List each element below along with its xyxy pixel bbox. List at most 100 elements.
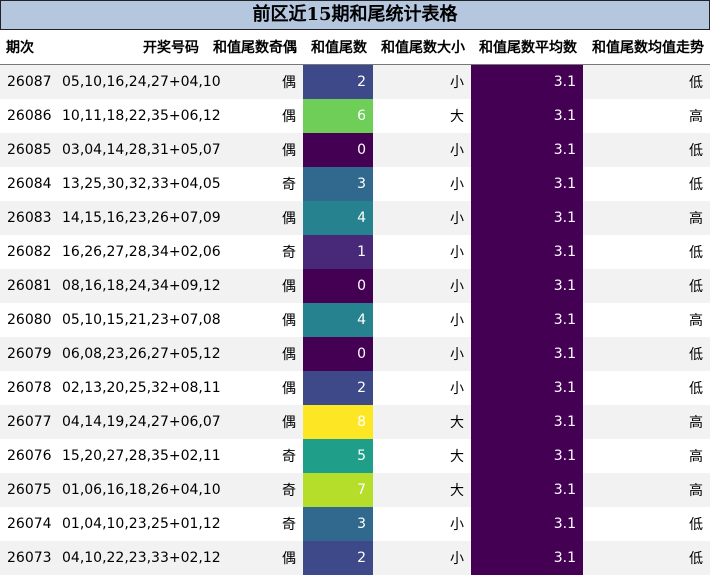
table-row: 26079 06,08,23,26,27+05,12 偶 0 小 3.1 低 <box>0 337 710 371</box>
size-cell: 小 <box>373 303 471 337</box>
sum-tail-stats-table: 期次 开奖号码 和值尾数奇偶 和值尾数 和值尾数大小 和值尾数平均数 和值尾数均… <box>0 30 710 575</box>
issue-cell: 26080 <box>0 303 55 337</box>
average-cell: 3.1 <box>471 473 583 507</box>
issue-cell: 26081 <box>0 269 55 303</box>
trend-cell: 高 <box>583 439 710 473</box>
average-cell: 3.1 <box>471 337 583 371</box>
parity-cell: 偶 <box>205 405 303 439</box>
table-title: 前区近15期和尾统计表格 <box>0 0 710 30</box>
average-cell: 3.1 <box>471 269 583 303</box>
issue-cell: 26085 <box>0 133 55 167</box>
size-cell: 大 <box>373 99 471 133</box>
parity-cell: 奇 <box>205 439 303 473</box>
trend-cell: 高 <box>583 99 710 133</box>
issue-cell: 26077 <box>0 405 55 439</box>
size-cell: 小 <box>373 269 471 303</box>
parity-cell: 奇 <box>205 235 303 269</box>
table-row: 26081 08,16,18,24,34+09,12 偶 0 小 3.1 低 <box>0 269 710 303</box>
parity-cell: 偶 <box>205 269 303 303</box>
average-cell: 3.1 <box>471 371 583 405</box>
issue-cell: 26082 <box>0 235 55 269</box>
table-row: 26075 01,06,16,18,26+04,10 奇 7 大 3.1 高 <box>0 473 710 507</box>
winning-numbers-cell: 01,04,10,23,25+01,12 <box>55 507 221 541</box>
issue-cell: 26079 <box>0 337 55 371</box>
size-cell: 小 <box>373 201 471 235</box>
winning-numbers-cell: 10,11,18,22,35+06,12 <box>55 99 221 133</box>
parity-cell: 偶 <box>205 303 303 337</box>
table-row: 26085 03,04,14,28,31+05,07 偶 0 小 3.1 低 <box>0 133 710 167</box>
tail-cell: 0 <box>303 337 373 371</box>
winning-numbers-cell: 02,13,20,25,32+08,11 <box>55 371 221 405</box>
tail-cell: 1 <box>303 235 373 269</box>
table-row: 26082 16,26,27,28,34+02,06 奇 1 小 3.1 低 <box>0 235 710 269</box>
issue-cell: 26083 <box>0 201 55 235</box>
tail-cell: 3 <box>303 507 373 541</box>
parity-cell: 奇 <box>205 507 303 541</box>
average-cell: 3.1 <box>471 201 583 235</box>
winning-numbers-cell: 08,16,18,24,34+09,12 <box>55 269 221 303</box>
winning-numbers-cell: 06,08,23,26,27+05,12 <box>55 337 221 371</box>
size-cell: 小 <box>373 541 471 575</box>
table-row: 26086 10,11,18,22,35+06,12 偶 6 大 3.1 高 <box>0 99 710 133</box>
trend-cell: 高 <box>583 473 710 507</box>
tail-cell: 6 <box>303 99 373 133</box>
average-cell: 3.1 <box>471 439 583 473</box>
header-trend: 和值尾数均值走势 <box>583 30 710 65</box>
tail-cell: 5 <box>303 439 373 473</box>
winning-numbers-cell: 15,20,27,28,35+02,11 <box>55 439 221 473</box>
winning-numbers-cell: 05,10,16,24,27+04,10 <box>55 64 221 99</box>
parity-cell: 奇 <box>205 167 303 201</box>
winning-numbers-cell: 14,15,16,23,26+07,09 <box>55 201 221 235</box>
parity-cell: 偶 <box>205 371 303 405</box>
tail-cell: 4 <box>303 201 373 235</box>
issue-cell: 26087 <box>0 64 55 99</box>
tail-cell: 2 <box>303 541 373 575</box>
issue-cell: 26084 <box>0 167 55 201</box>
issue-cell: 26086 <box>0 99 55 133</box>
issue-cell: 26075 <box>0 473 55 507</box>
average-cell: 3.1 <box>471 167 583 201</box>
trend-cell: 低 <box>583 133 710 167</box>
table-row: 26074 01,04,10,23,25+01,12 奇 3 小 3.1 低 <box>0 507 710 541</box>
trend-cell: 低 <box>583 64 710 99</box>
winning-numbers-cell: 03,04,14,28,31+05,07 <box>55 133 221 167</box>
parity-cell: 偶 <box>205 541 303 575</box>
issue-cell: 26074 <box>0 507 55 541</box>
average-cell: 3.1 <box>471 405 583 439</box>
size-cell: 小 <box>373 337 471 371</box>
trend-cell: 低 <box>583 541 710 575</box>
size-cell: 小 <box>373 167 471 201</box>
winning-numbers-cell: 04,10,22,23,33+02,12 <box>55 541 221 575</box>
parity-cell: 偶 <box>205 133 303 167</box>
header-average: 和值尾数平均数 <box>471 30 583 65</box>
table-row: 26078 02,13,20,25,32+08,11 偶 2 小 3.1 低 <box>0 371 710 405</box>
tail-cell: 2 <box>303 64 373 99</box>
average-cell: 3.1 <box>471 235 583 269</box>
average-cell: 3.1 <box>471 64 583 99</box>
table-row: 26077 04,14,19,24,27+06,07 偶 8 大 3.1 高 <box>0 405 710 439</box>
header-size: 和值尾数大小 <box>373 30 471 65</box>
trend-cell: 低 <box>583 371 710 405</box>
winning-numbers-cell: 05,10,15,21,23+07,08 <box>55 303 221 337</box>
average-cell: 3.1 <box>471 99 583 133</box>
parity-cell: 偶 <box>205 201 303 235</box>
trend-cell: 高 <box>583 303 710 337</box>
header-parity: 和值尾数奇偶 <box>205 30 303 65</box>
issue-cell: 26073 <box>0 541 55 575</box>
size-cell: 小 <box>373 507 471 541</box>
size-cell: 大 <box>373 405 471 439</box>
trend-cell: 高 <box>583 201 710 235</box>
issue-cell: 26076 <box>0 439 55 473</box>
tail-cell: 0 <box>303 269 373 303</box>
size-cell: 大 <box>373 473 471 507</box>
winning-numbers-cell: 16,26,27,28,34+02,06 <box>55 235 221 269</box>
size-cell: 小 <box>373 133 471 167</box>
average-cell: 3.1 <box>471 303 583 337</box>
tail-cell: 4 <box>303 303 373 337</box>
size-cell: 小 <box>373 64 471 99</box>
tail-cell: 3 <box>303 167 373 201</box>
table-row: 26087 05,10,16,24,27+04,10 偶 2 小 3.1 低 <box>0 64 710 99</box>
table-row: 26076 15,20,27,28,35+02,11 奇 5 大 3.1 高 <box>0 439 710 473</box>
header-numbers: 开奖号码 <box>55 30 205 65</box>
size-cell: 大 <box>373 439 471 473</box>
